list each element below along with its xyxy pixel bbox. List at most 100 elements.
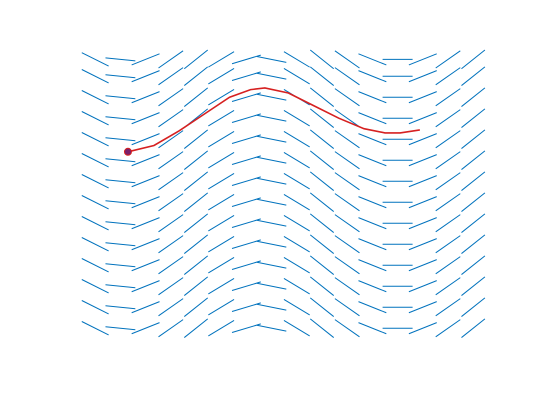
field-segment	[334, 193, 360, 212]
field-segment	[208, 320, 235, 337]
field-segment	[158, 50, 184, 69]
field-segment	[105, 284, 136, 289]
field-segment	[435, 130, 461, 149]
field-segment	[105, 116, 136, 121]
field-segment	[256, 93, 287, 101]
field-segment	[256, 156, 287, 164]
field-segment	[105, 200, 136, 205]
field-segment	[435, 214, 461, 233]
field-segment	[435, 319, 461, 338]
field-segment	[435, 277, 461, 296]
field-segment	[283, 152, 310, 169]
field-segment	[158, 172, 184, 191]
field-segment	[309, 192, 335, 212]
field-segment	[358, 112, 387, 125]
field-segment	[283, 194, 310, 211]
field-segment	[283, 236, 310, 253]
field-segment	[231, 260, 261, 270]
field-segment	[183, 297, 209, 317]
field-segment	[208, 278, 235, 295]
field-segment	[256, 177, 287, 185]
field-segment	[309, 255, 335, 275]
field-segment	[183, 87, 209, 107]
field-segment	[256, 303, 287, 311]
field-segment	[231, 113, 261, 123]
field-segment	[283, 51, 310, 68]
field-segment	[461, 150, 486, 170]
field-segment	[309, 108, 335, 128]
field-segment	[461, 213, 486, 233]
field-segment	[105, 74, 136, 79]
field-segment	[256, 114, 287, 122]
field-segment	[256, 282, 287, 290]
field-segment	[183, 66, 209, 86]
field-segment	[81, 174, 109, 189]
field-segment	[334, 319, 360, 338]
field-segment	[408, 112, 437, 125]
field-segment	[208, 236, 235, 253]
field-segment	[231, 239, 261, 249]
field-segment	[334, 50, 360, 69]
field-segment	[408, 322, 437, 335]
field-segment	[256, 219, 287, 227]
field-segment	[231, 54, 261, 65]
field-segment	[408, 217, 437, 230]
field-segment	[131, 196, 160, 209]
field-segment	[334, 88, 360, 107]
field-segment	[81, 111, 109, 126]
field-segment	[256, 198, 287, 206]
field-segment	[131, 70, 160, 83]
field-segment	[461, 192, 486, 212]
field-segment	[231, 197, 261, 207]
field-segment	[309, 49, 335, 70]
field-segment	[131, 238, 160, 251]
field-segment	[158, 109, 184, 128]
field-segment	[435, 235, 461, 254]
field-segment	[435, 151, 461, 170]
field-segment	[309, 276, 335, 296]
field-segment	[81, 195, 109, 210]
field-segment	[435, 67, 461, 86]
field-segment	[231, 176, 261, 186]
field-segment	[309, 213, 335, 233]
field-segment	[256, 324, 287, 332]
field-segment	[461, 108, 486, 128]
field-segment	[81, 258, 109, 273]
field-segment	[309, 66, 335, 86]
field-segment	[461, 234, 486, 254]
field-segment	[131, 217, 160, 230]
field-segment	[435, 50, 461, 69]
field-segment	[358, 91, 387, 104]
field-segment	[158, 298, 184, 317]
field-segment	[158, 151, 184, 170]
field-segment	[358, 259, 387, 272]
field-segment	[131, 53, 160, 66]
field-segment	[461, 171, 486, 191]
field-segment	[158, 235, 184, 254]
field-segment	[81, 90, 109, 105]
field-segment	[334, 277, 360, 296]
field-segment	[231, 218, 261, 228]
field-segment	[358, 301, 387, 314]
field-segment	[283, 299, 310, 316]
field-segment	[158, 88, 184, 107]
field-segment	[158, 193, 184, 212]
field-segment	[334, 298, 360, 317]
field-segment	[334, 214, 360, 233]
field-segment	[105, 242, 136, 247]
field-segment	[358, 70, 387, 83]
field-segment	[81, 216, 109, 231]
field-segment	[105, 158, 136, 163]
start-point	[123, 147, 132, 156]
field-segment	[358, 154, 387, 167]
field-segment	[208, 68, 235, 85]
field-segment	[131, 175, 160, 188]
field-segment	[358, 53, 387, 66]
field-segment	[208, 299, 235, 316]
field-segment	[183, 171, 209, 191]
field-segment	[81, 321, 109, 336]
field-segment	[408, 91, 437, 104]
field-segment	[231, 323, 261, 333]
field-segment	[131, 112, 160, 125]
field-segment	[208, 173, 235, 190]
